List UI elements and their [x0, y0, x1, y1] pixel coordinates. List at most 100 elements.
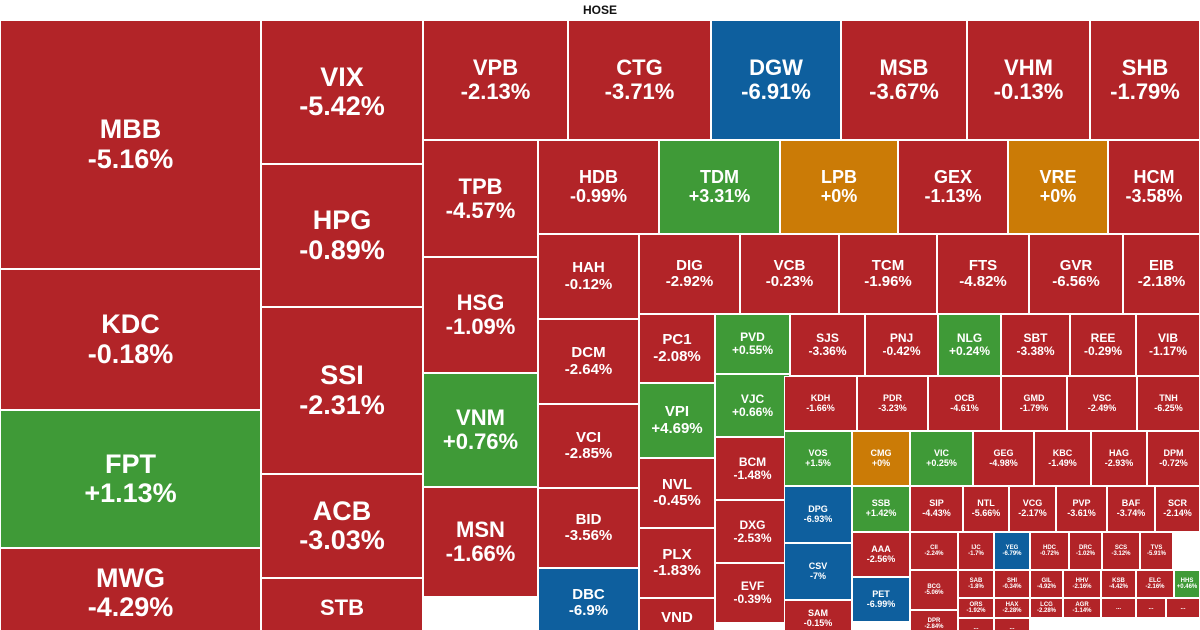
stock-tile-mbb[interactable]: MBB -5.16% [0, 20, 261, 269]
stock-tile-hag[interactable]: HAG -2.93% [1091, 431, 1147, 486]
stock-tile-gvr[interactable]: GVR -6.56% [1029, 234, 1123, 314]
stock-tile-ksb[interactable]: KSB -4.42% [1101, 570, 1136, 598]
stock-tile-sam[interactable]: SAM -0.15% [784, 600, 852, 630]
stock-tile-dpr[interactable]: DPR -2.84% [910, 610, 958, 630]
stock-tile-dpg[interactable]: DPG -6.93% [784, 486, 852, 543]
stock-tile-tdm[interactable]: TDM +3.31% [659, 140, 780, 234]
stock-tile-pnj[interactable]: PNJ -0.42% [865, 314, 938, 376]
stock-tile-vcg[interactable]: VCG -2.17% [1009, 486, 1056, 532]
stock-tile-more[interactable]: ... [994, 618, 1030, 630]
stock-tile-dig[interactable]: DIG -2.92% [639, 234, 740, 314]
stock-tile-kdc[interactable]: KDC -0.18% [0, 269, 261, 410]
stock-tile-gex[interactable]: GEX -1.13% [898, 140, 1008, 234]
stock-tile-vnd[interactable]: VND [639, 598, 715, 630]
stock-tile-scr[interactable]: SCR -2.14% [1155, 486, 1200, 532]
stock-tile-more[interactable]: ... [1101, 598, 1136, 618]
stock-tile-acb[interactable]: ACB -3.03% [261, 474, 423, 578]
stock-tile-pdr[interactable]: PDR -3.23% [857, 376, 928, 431]
stock-tile-hpg[interactable]: HPG -0.89% [261, 164, 423, 307]
stock-tile-pc1[interactable]: PC1 -2.08% [639, 314, 715, 383]
stock-tile-pvd[interactable]: PVD +0.55% [715, 314, 790, 374]
stock-tile-scs[interactable]: SCS -3.12% [1102, 532, 1140, 570]
stock-tile-lcg[interactable]: LCG -2.28% [1030, 598, 1063, 618]
stock-tile-tpb[interactable]: TPB -4.57% [423, 140, 538, 257]
stock-tile-msb[interactable]: MSB -3.67% [841, 20, 967, 140]
stock-tile-ree[interactable]: REE -0.29% [1070, 314, 1136, 376]
stock-tile-hhs[interactable]: HHS +0.46% [1174, 570, 1200, 598]
stock-tile-vci[interactable]: VCI -2.85% [538, 404, 639, 488]
stock-tile-dcm[interactable]: DCM -2.64% [538, 319, 639, 404]
stock-tile-vnm[interactable]: VNM +0.76% [423, 373, 538, 487]
stock-tile-ntl[interactable]: NTL -5.66% [963, 486, 1009, 532]
stock-tile-sip[interactable]: SIP -4.43% [910, 486, 963, 532]
stock-tile-ors[interactable]: ORS -1.92% [958, 598, 994, 618]
stock-tile-ctg[interactable]: CTG -3.71% [568, 20, 711, 140]
stock-tile-sbt[interactable]: SBT -3.38% [1001, 314, 1070, 376]
stock-tile-vcb[interactable]: VCB -0.23% [740, 234, 839, 314]
stock-tile-msn[interactable]: MSN -1.66% [423, 487, 538, 597]
stock-tile-plx[interactable]: PLX -1.83% [639, 528, 715, 598]
stock-tile-drc[interactable]: DRC -1.02% [1069, 532, 1102, 570]
stock-tile-shi[interactable]: SHI -0.34% [994, 570, 1030, 598]
stock-tile-lpb[interactable]: LPB +0% [780, 140, 898, 234]
stock-tile-csv[interactable]: CSV -7% [784, 543, 852, 600]
stock-tile-vhm[interactable]: VHM -0.13% [967, 20, 1090, 140]
stock-tile-hhv[interactable]: HHV -2.16% [1063, 570, 1101, 598]
stock-tile-cii[interactable]: CII -2.24% [910, 532, 958, 570]
stock-tile-elc[interactable]: ELC -2.16% [1136, 570, 1174, 598]
stock-tile-bcm[interactable]: BCM -1.48% [715, 437, 790, 500]
stock-tile-vpb[interactable]: VPB -2.13% [423, 20, 568, 140]
stock-tile-ocb[interactable]: OCB -4.61% [928, 376, 1001, 431]
stock-tile-baf[interactable]: BAF -3.74% [1107, 486, 1155, 532]
stock-tile-bid[interactable]: BID -3.56% [538, 488, 639, 568]
stock-tile-vix[interactable]: VIX -5.42% [261, 20, 423, 164]
stock-tile-nvl[interactable]: NVL -0.45% [639, 458, 715, 528]
stock-tile-vic[interactable]: VIC +0.25% [910, 431, 973, 486]
stock-tile-pet[interactable]: PET -6.99% [852, 577, 910, 622]
stock-tile-tnh[interactable]: TNH -6.25% [1137, 376, 1200, 431]
stock-tile-vpi[interactable]: VPI +4.69% [639, 383, 715, 458]
stock-tile-eib[interactable]: EIB -2.18% [1123, 234, 1200, 314]
stock-tile-stb[interactable]: STB [261, 578, 423, 630]
stock-tile-ijc[interactable]: IJC -1.7% [958, 532, 994, 570]
stock-tile-more[interactable]: ... [958, 618, 994, 630]
stock-tile-pvp[interactable]: PVP -3.61% [1056, 486, 1107, 532]
stock-tile-nlg[interactable]: NLG +0.24% [938, 314, 1001, 376]
stock-tile-sab[interactable]: SAB -1.8% [958, 570, 994, 598]
stock-tile-ssi[interactable]: SSI -2.31% [261, 307, 423, 474]
stock-tile-bcg[interactable]: BCG -5.06% [910, 570, 958, 610]
stock-tile-shb[interactable]: SHB -1.79% [1090, 20, 1200, 140]
stock-tile-dgw[interactable]: DGW -6.91% [711, 20, 841, 140]
stock-tile-dbc[interactable]: DBC -6.9% [538, 568, 639, 630]
stock-tile-yeg[interactable]: YEG -6.79% [994, 532, 1030, 570]
stock-tile-hdc[interactable]: HDC -0.72% [1030, 532, 1069, 570]
stock-tile-tvs[interactable]: TVS -5.91% [1140, 532, 1173, 570]
stock-tile-cmg[interactable]: CMG +0% [852, 431, 910, 486]
stock-tile-agr[interactable]: AGR -1.14% [1063, 598, 1101, 618]
stock-tile-sjs[interactable]: SJS -3.36% [790, 314, 865, 376]
stock-tile-evf[interactable]: EVF -0.39% [715, 563, 790, 623]
stock-tile-vsc[interactable]: VSC -2.49% [1067, 376, 1137, 431]
stock-tile-gmd[interactable]: GMD -1.79% [1001, 376, 1067, 431]
stock-tile-tcm[interactable]: TCM -1.96% [839, 234, 937, 314]
stock-tile-hcm[interactable]: HCM -3.58% [1108, 140, 1200, 234]
stock-tile-hdb[interactable]: HDB -0.99% [538, 140, 659, 234]
stock-tile-dxg[interactable]: DXG -2.53% [715, 500, 790, 563]
stock-tile-vre[interactable]: VRE +0% [1008, 140, 1108, 234]
stock-tile-aaa[interactable]: AAA -2.56% [852, 532, 910, 577]
stock-tile-gil[interactable]: GIL -4.92% [1030, 570, 1063, 598]
stock-tile-hah[interactable]: HAH -0.12% [538, 234, 639, 319]
stock-tile-vjc[interactable]: VJC +0.66% [715, 374, 790, 437]
stock-tile-fpt[interactable]: FPT +1.13% [0, 410, 261, 548]
stock-tile-ssb[interactable]: SSB +1.42% [852, 486, 910, 532]
stock-tile-dpm[interactable]: DPM -0.72% [1147, 431, 1200, 486]
stock-tile-hsg[interactable]: HSG -1.09% [423, 257, 538, 373]
stock-tile-more[interactable]: ... [1166, 598, 1200, 618]
stock-tile-hax[interactable]: HAX -2.28% [994, 598, 1030, 618]
stock-tile-more[interactable]: ... [1136, 598, 1166, 618]
stock-tile-vos[interactable]: VOS +1.5% [784, 431, 852, 486]
stock-tile-mwg[interactable]: MWG -4.29% [0, 548, 261, 630]
stock-tile-vib[interactable]: VIB -1.17% [1136, 314, 1200, 376]
stock-tile-geg[interactable]: GEG -4.98% [973, 431, 1034, 486]
stock-tile-kdh[interactable]: KDH -1.66% [784, 376, 857, 431]
